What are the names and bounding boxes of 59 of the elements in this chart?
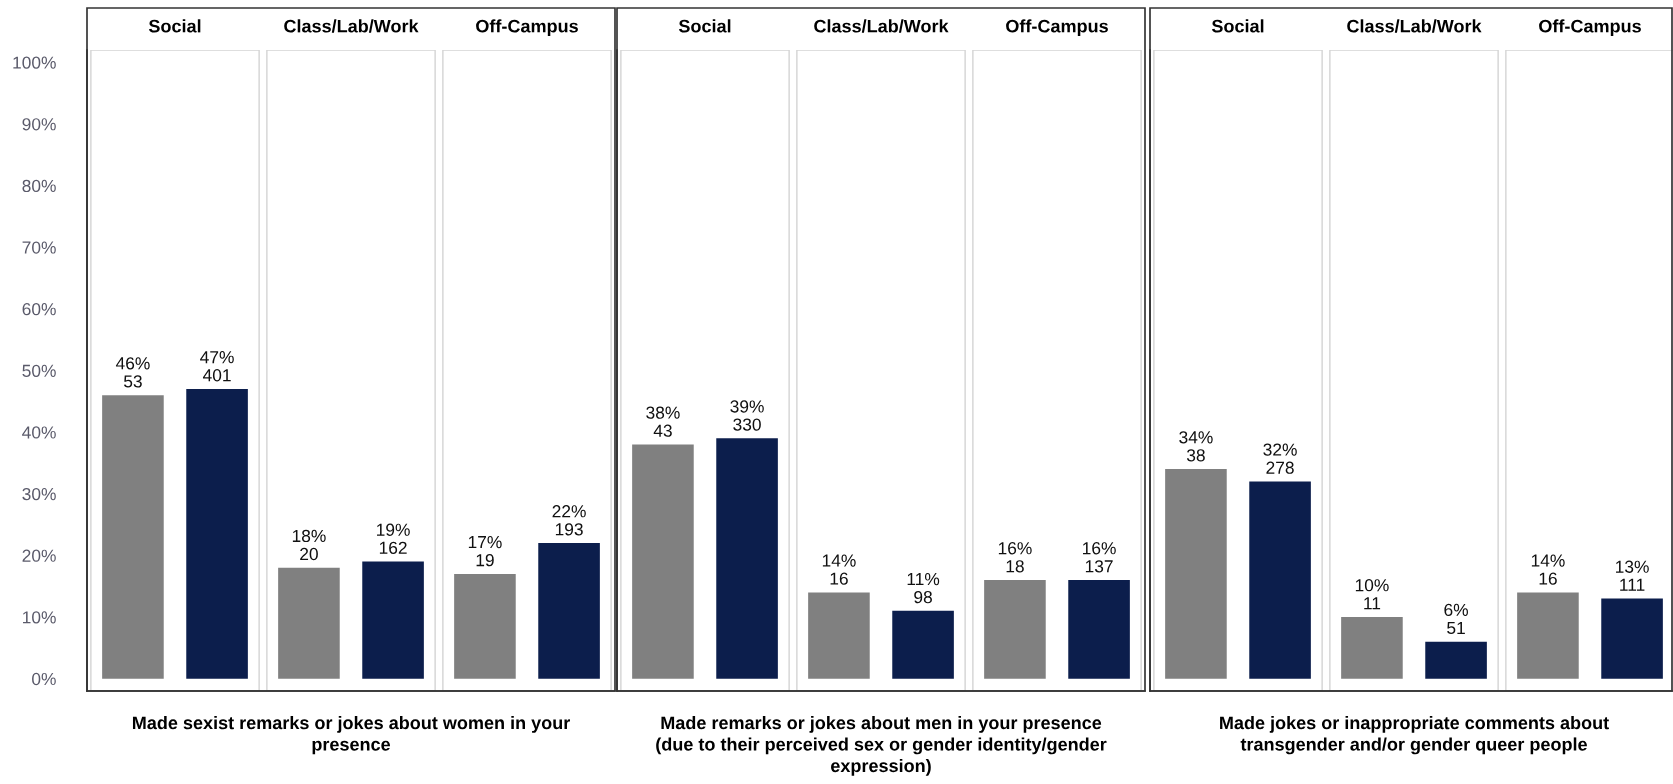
data-label: 14% 16 bbox=[822, 554, 856, 585]
bar bbox=[716, 438, 778, 679]
y-tick-label: 50% bbox=[22, 364, 56, 377]
data-label: 38% 43 bbox=[646, 406, 680, 437]
data-label: 17% 19 bbox=[468, 536, 502, 567]
bar bbox=[808, 592, 870, 679]
bar bbox=[278, 567, 340, 679]
bar bbox=[102, 395, 164, 679]
bar bbox=[1165, 469, 1227, 679]
x-tick-label: Off-Campus bbox=[1539, 19, 1641, 37]
x-tick-label: Class/Lab/Work bbox=[1347, 19, 1482, 33]
data-label: 22% 193 bbox=[552, 505, 586, 536]
data-label: 47% 401 bbox=[200, 351, 234, 382]
data-label: 34% 38 bbox=[1179, 431, 1213, 462]
bar bbox=[538, 543, 600, 679]
data-label: 19% 162 bbox=[377, 523, 410, 554]
bar bbox=[984, 580, 1046, 679]
y-tick-label: 60% bbox=[22, 303, 56, 316]
x-tick-label: Social bbox=[148, 19, 201, 33]
bar bbox=[362, 561, 424, 679]
y-tick-label: 100% bbox=[13, 56, 56, 69]
data-label: 32% 278 bbox=[1263, 443, 1297, 474]
x-tick-label: Social bbox=[1211, 19, 1264, 33]
bar bbox=[1341, 617, 1403, 679]
bar bbox=[1601, 598, 1663, 679]
x-tick-label: Off-Campus bbox=[1006, 19, 1108, 37]
bar bbox=[1425, 641, 1487, 679]
data-label: 6% 51 bbox=[1444, 603, 1468, 635]
x-axis-title: Made sexist remarks or jokes about women in your presence bbox=[132, 716, 570, 755]
bar bbox=[454, 573, 516, 679]
bar bbox=[1249, 481, 1311, 679]
y-tick-label: 10% bbox=[23, 611, 56, 624]
x-tick-label: Social bbox=[678, 19, 731, 33]
x-tick-label: Class/Lab/Work bbox=[284, 19, 419, 33]
data-label: 16% 18 bbox=[998, 542, 1032, 573]
data-label: 10% 11 bbox=[1355, 579, 1389, 610]
data-label: 16% 137 bbox=[1083, 542, 1116, 573]
data-label: 18% 20 bbox=[292, 529, 326, 561]
x-axis-title: Made jokes or inappropriate comments about transgender and/or gender queer people bbox=[1220, 716, 1609, 755]
x-tick-label: Off-Campus bbox=[476, 19, 578, 37]
data-label: 11% 98 bbox=[907, 572, 940, 604]
data-label: 39% 330 bbox=[730, 400, 764, 431]
x-tick-label: Class/Lab/Work bbox=[814, 19, 949, 33]
y-tick-label: 20% bbox=[22, 549, 56, 562]
y-tick-label: 80% bbox=[22, 179, 56, 193]
y-tick-label: 40% bbox=[22, 426, 56, 439]
y-tick-label: 0% bbox=[32, 672, 56, 686]
bar bbox=[632, 444, 694, 679]
data-label: 46% 53 bbox=[115, 357, 150, 388]
bar bbox=[186, 388, 248, 679]
x-axis-title: Made remarks or jokes about men in your presence (due to their perceived sex or gender identity/gender expression) bbox=[656, 716, 1107, 776]
bar bbox=[892, 610, 954, 679]
data-label: 13% 111 bbox=[1616, 560, 1649, 591]
bar bbox=[1517, 592, 1579, 679]
y-tick-label: 90% bbox=[22, 118, 56, 131]
y-tick-label: 30% bbox=[22, 487, 56, 501]
y-tick-label: 70% bbox=[22, 241, 56, 254]
data-label: 14% 16 bbox=[1531, 554, 1565, 585]
bar bbox=[1068, 580, 1130, 679]
